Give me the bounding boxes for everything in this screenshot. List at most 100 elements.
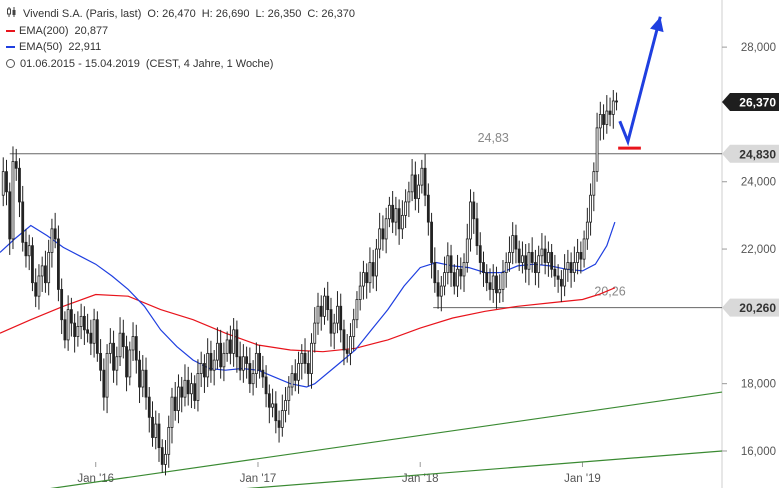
- candle-body: [27, 245, 31, 257]
- legend-range: 01.06.2015 - 15.04.2019 (CEST, 4 Jahre, …: [6, 56, 361, 73]
- candle-body: [491, 275, 495, 290]
- candle-body: [375, 248, 378, 277]
- candle-body: [287, 386, 291, 401]
- trendline-lower: [246, 450, 723, 488]
- candle-body: [251, 373, 255, 385]
- ema50-label: EMA(50): [19, 41, 63, 53]
- candle-body: [209, 352, 213, 371]
- candle-body: [147, 396, 151, 418]
- candle-body: [164, 453, 167, 465]
- trendline-upper: [50, 391, 723, 488]
- candle-body: [73, 322, 77, 337]
- candle-body: [264, 376, 268, 395]
- candle-body: [582, 238, 586, 260]
- candle-body: [397, 208, 401, 230]
- price-tag: [722, 92, 779, 111]
- candle-body: [300, 352, 304, 364]
- candle-body: [21, 201, 25, 243]
- candle-body: [478, 245, 482, 263]
- y-tick-label: 28,000: [741, 42, 776, 54]
- candle-body: [280, 410, 284, 428]
- candle-body: [261, 369, 265, 378]
- price-tag-label: 24,830: [739, 147, 776, 161]
- candle-body: [417, 184, 420, 199]
- candle-body: [203, 363, 206, 378]
- candle-body: [102, 369, 106, 398]
- y-tick-label: 16,000: [741, 446, 776, 458]
- candle-body: [86, 329, 90, 334]
- candle-body: [546, 252, 550, 263]
- date-range: 01.06.2015 - 15.04.2019: [20, 57, 140, 70]
- candle-body: [134, 336, 138, 361]
- candle-body: [469, 201, 472, 240]
- candle-body: [216, 342, 219, 361]
- range-note: (CEST, 4 Jahre, 1 Woche): [145, 57, 274, 70]
- x-tick-label: Jan '17: [240, 473, 277, 485]
- candle-body: [553, 268, 557, 277]
- candle-body: [543, 248, 547, 263]
- candle-body: [566, 262, 570, 270]
- candle-body: [504, 262, 508, 274]
- candle-body: [394, 208, 398, 223]
- candle-body: [387, 204, 391, 220]
- price-tag: [722, 144, 779, 163]
- candle-body: [436, 282, 440, 297]
- candle-body: [589, 194, 592, 223]
- candle-body: [569, 262, 573, 274]
- candle-body: [400, 214, 404, 230]
- candle-body: [332, 322, 336, 334]
- candle-body: [57, 238, 60, 290]
- candle-body: [241, 356, 245, 371]
- candle-body: [576, 252, 579, 263]
- candle-body: [303, 352, 307, 364]
- candle-body: [238, 356, 242, 371]
- candle-body: [352, 319, 356, 337]
- candle-body: [501, 272, 505, 290]
- candle-body: [452, 272, 456, 287]
- candle-body: [245, 356, 249, 364]
- candle-body: [37, 275, 41, 297]
- candle-body: [151, 416, 154, 438]
- horizontal-level-label: 24,83: [478, 131, 509, 145]
- candle-body: [521, 255, 524, 263]
- candle-body: [193, 383, 197, 401]
- candle-body: [118, 332, 122, 358]
- candle-body: [44, 265, 47, 284]
- candle-body: [138, 359, 141, 388]
- candle-body: [105, 352, 109, 398]
- candle-body: [53, 228, 57, 240]
- candle-body: [508, 252, 511, 263]
- candle-body: [579, 252, 583, 260]
- x-tick-label: Jan '16: [77, 473, 114, 485]
- candle-body: [534, 262, 537, 274]
- candle-body: [47, 252, 51, 284]
- candle-body: [79, 315, 83, 327]
- candle-body: [108, 342, 112, 354]
- candle-body: [277, 420, 281, 428]
- candle-body: [206, 352, 210, 378]
- candle-body: [144, 369, 148, 398]
- candle-body: [430, 221, 433, 263]
- candle-body: [449, 255, 453, 274]
- candle-body: [222, 352, 226, 368]
- candle-body: [550, 252, 554, 270]
- candle-body: [563, 268, 567, 287]
- projection-path: [618, 16, 662, 147]
- candle-body: [595, 127, 599, 173]
- candle-body: [157, 423, 161, 449]
- candle-body: [154, 423, 158, 438]
- candle-body: [66, 309, 70, 341]
- candle-body: [60, 289, 64, 321]
- ohlc-high: H: 26,690: [201, 8, 250, 20]
- candle-body: [326, 295, 330, 311]
- candle-body: [439, 285, 443, 297]
- price-tag-label: 20,260: [739, 301, 776, 315]
- candle-body: [115, 356, 119, 371]
- price-tag: [722, 298, 779, 317]
- candle-body: [232, 329, 236, 354]
- instrument-title: Vivendi S.A. (Paris, last): [23, 8, 142, 20]
- candle-body: [212, 359, 216, 371]
- y-tick-label: 24,000: [741, 177, 776, 189]
- candle-body: [228, 339, 232, 354]
